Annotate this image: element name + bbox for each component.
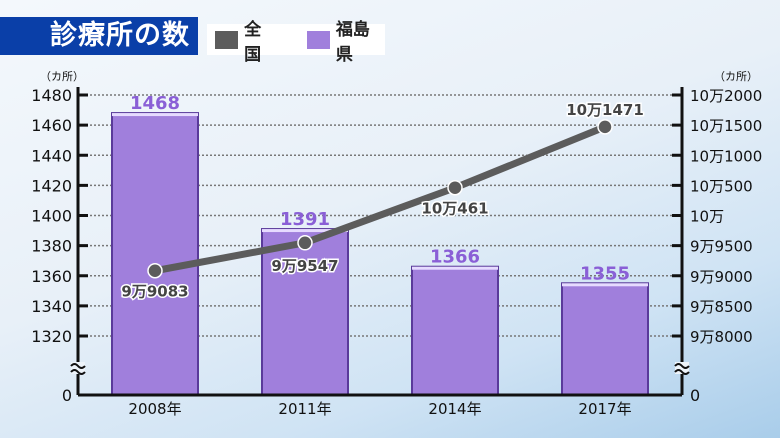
right-tick-label: 9万9500 [690, 238, 753, 256]
bar-2011年 [261, 228, 349, 396]
line-label: 10万461 [421, 200, 488, 218]
x-tick-label: 2014年 [428, 400, 481, 418]
line-label: 9万9547 [271, 257, 338, 275]
left-tick-label: 1420 [31, 176, 72, 195]
left-tick-label: 1400 [31, 207, 72, 226]
right-tick-label: 10万1000 [690, 147, 762, 165]
x-tick-label: 2011年 [278, 400, 331, 418]
bar-highlight [262, 229, 348, 233]
legend: 全 国 福島県 [207, 20, 385, 65]
bar-2017年 [561, 282, 649, 396]
bar-label: 1391 [280, 209, 330, 230]
left-tick-label: 1480 [31, 86, 72, 105]
bar-label: 1468 [130, 93, 180, 114]
right-zero-label: 0 [690, 386, 700, 405]
bar-highlight [562, 283, 648, 287]
left-tick-label: 1320 [31, 327, 72, 346]
bar-highlight [412, 266, 498, 270]
left-tick-label: 1360 [31, 267, 72, 286]
right-tick-label: 10万 [690, 208, 724, 226]
line-point [597, 119, 613, 135]
legend-label-national: 全 国 [244, 19, 262, 65]
legend-label-fukushima: 福島県 [335, 19, 370, 65]
legend-swatch-fukushima [306, 30, 330, 49]
left-tick-label: 1440 [31, 146, 72, 165]
axis-break-mark [70, 363, 86, 375]
line-point [147, 262, 163, 279]
axis-break-mark [674, 363, 690, 375]
right-axis-unit: （カ所） [714, 70, 758, 83]
left-tick-label: 1460 [31, 116, 72, 135]
line-label: 9万9083 [121, 283, 188, 301]
line-label: 10万1471 [566, 101, 644, 119]
left-tick-label: 1340 [31, 297, 72, 316]
left-zero-label: 0 [62, 386, 72, 405]
national-line [154, 123, 607, 275]
left-axis-unit: （カ所） [40, 70, 84, 83]
right-tick-label: 9万9000 [690, 268, 753, 286]
bar-2014年 [411, 265, 499, 396]
bar-highlight [112, 113, 198, 117]
bar-2008年 [111, 112, 199, 396]
right-tick-label: 9万8000 [690, 328, 753, 346]
line-point [297, 235, 313, 251]
line-point [447, 179, 463, 196]
left-tick-label: 1380 [31, 237, 72, 256]
x-tick-label: 2017年 [578, 400, 631, 418]
chart-title: 診療所の数 [0, 17, 198, 55]
bar-label: 1355 [580, 263, 630, 284]
right-tick-label: 10万1500 [690, 117, 762, 135]
legend-swatch-national [215, 30, 239, 49]
bar-label: 1366 [430, 247, 480, 268]
right-tick-label: 9万8500 [690, 298, 753, 316]
right-tick-label: 10万2000 [690, 87, 762, 105]
x-tick-label: 2008年 [128, 400, 181, 418]
right-tick-label: 10万500 [690, 177, 753, 195]
